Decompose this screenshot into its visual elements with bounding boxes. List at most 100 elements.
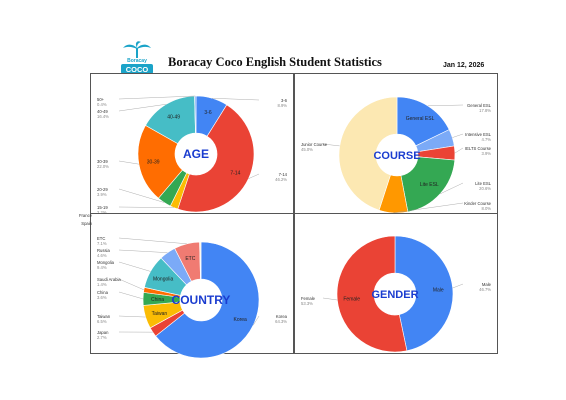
- slice-label-30-39: 30-39: [147, 160, 160, 166]
- course-panel: General ESL Lite ESL COURSE General ESL 17.8…: [294, 73, 498, 214]
- leader-line-saudi-arabia: [118, 278, 144, 291]
- legend-value-ielts-course: 3.9%: [481, 151, 491, 156]
- legend-value-intensive-esl: 4.7%: [481, 137, 491, 142]
- legend-label-spain: Spain: [81, 221, 92, 226]
- leader-line-15-19: [118, 206, 174, 208]
- leader-line-male: [452, 283, 464, 289]
- slice-label-etc: ETC: [185, 256, 195, 262]
- palm-icon: [123, 41, 151, 58]
- legend-value-female: 53.3%: [301, 301, 313, 306]
- legend-label-china: China: [97, 290, 109, 295]
- leader-line-3-6: [211, 98, 260, 101]
- legend-label-general-esl: General ESL: [467, 103, 492, 108]
- legend-value-kinder-course: 8.0%: [481, 206, 491, 211]
- slice-label-general-esl: General ESL: [406, 116, 435, 122]
- legend-value-mongolia: 9.4%: [97, 265, 107, 270]
- legend-value-japan: 2.7%: [97, 335, 107, 340]
- legend-label-40-49: 40-49: [97, 109, 108, 114]
- legend-label-etc: ETC: [97, 236, 105, 241]
- leader-line-ielts-course: [454, 147, 464, 154]
- leader-line-40-49: [118, 104, 167, 112]
- legend-value-lite-esl: 20.6%: [479, 186, 491, 191]
- legend-value-general-esl: 17.8%: [479, 108, 491, 113]
- leader-line-female: [322, 297, 338, 301]
- slice-junior-course: [338, 96, 398, 211]
- legend-label-20-29: 20-29: [97, 187, 108, 192]
- age-chart: 3-67-1430-3940-49AGE3-68.9%7-1446.2%15-1…: [97, 95, 288, 215]
- legend-label-7-14: 7-14: [279, 172, 288, 177]
- legend-value-50: 0.4%: [97, 102, 107, 107]
- leader-line-lite-esl: [439, 182, 464, 195]
- legend-value-male: 46.7%: [479, 287, 491, 292]
- legend-label-kinder-course: Kinder Course: [464, 201, 491, 206]
- legend-label-3-6: 3-6: [281, 98, 288, 103]
- leader-line-mongolia: [118, 261, 151, 272]
- legend-value-junior-course: 45.0%: [301, 147, 313, 152]
- leader-line-junior-course: [322, 143, 340, 147]
- legend-value-taiwan: 6.5%: [97, 319, 107, 324]
- legend-value-15-19: 2.2%: [97, 210, 107, 215]
- legend-value-20-29: 3.9%: [97, 192, 107, 197]
- slice-label-male: Male: [433, 287, 444, 293]
- leader-line-20-29: [118, 188, 165, 203]
- leader-line-general-esl: [427, 104, 464, 107]
- legend-value-30-39: 22.0%: [97, 164, 109, 169]
- logo-badge: [121, 64, 153, 74]
- legend-value-china: 3.6%: [97, 295, 107, 300]
- legend-label-30-39: 30-39: [97, 159, 108, 164]
- legend-label-mongolia: Mongolia: [97, 260, 115, 265]
- leader-line-etc: [118, 237, 187, 244]
- legend-label-korea: Korea: [276, 314, 288, 319]
- legend-label-japan: Japan: [97, 330, 109, 335]
- leader-line-korea: [253, 315, 260, 326]
- legend-value-7-14: 46.2%: [275, 177, 287, 182]
- legend-value-40-49: 16.4%: [97, 114, 109, 119]
- legend-label-taiwan: Taiwan: [97, 314, 111, 319]
- slice-label-7-14: 7-14: [230, 171, 240, 177]
- slice-label-40-49: 40-49: [167, 115, 180, 121]
- slice-30-39: [137, 125, 183, 199]
- chart-title: COUNTRY: [172, 293, 231, 307]
- logo-text-bottom: COCO: [126, 65, 149, 74]
- gender-panel: Male Female GENDER Male 46.7% Female 53.3%: [294, 213, 498, 354]
- age-panel: 3-6 7-14 30-39 40-49 AGE 3-6 8.9% 7-14 46.2% 15-1…: [90, 73, 294, 215]
- chart-title: COURSE: [373, 150, 420, 162]
- legend-label-male: Male: [482, 282, 492, 287]
- legend-value-etc: 7.1%: [97, 241, 107, 246]
- slice-male: [394, 235, 454, 352]
- leader-line-china: [118, 291, 144, 300]
- legend-label-intensive-esl: Intensive ESL: [465, 132, 492, 137]
- legend-label-15-19: 15-19: [97, 205, 108, 210]
- boracay-coco-logo: Boracay COCO: [121, 41, 153, 74]
- leader-line-30-39: [118, 160, 139, 165]
- legend-label-50: 50+: [97, 97, 105, 102]
- legend-value-saudi-arabia: 1.4%: [97, 282, 107, 287]
- leader-line-kinder-course: [393, 202, 464, 214]
- country-chart: KoreaTaiwanChinaMongoliaETCCOUNTRYKorea6…: [79, 213, 288, 359]
- report-date: Jan 12, 2026: [443, 62, 485, 69]
- leader-line-taiwan: [118, 315, 146, 318]
- leader-line-russia: [118, 249, 168, 253]
- slice-label-lite-esl: Lite ESL: [420, 182, 439, 188]
- slice-label-taiwan: Taiwan: [152, 311, 168, 317]
- slice-label-mongolia: Mongolia: [153, 277, 174, 283]
- country-panel: Korea Taiwan China Mongolia ETC COUNTRY Korea 6…: [79, 213, 294, 359]
- legend-value-korea: 64.3%: [275, 319, 287, 324]
- leader-line-7-14: [248, 173, 260, 179]
- legend-value-russia: 4.6%: [97, 253, 107, 258]
- legend-value-3-6: 8.9%: [277, 103, 287, 108]
- slice-female: [336, 235, 408, 353]
- slice-label-female: Female: [343, 297, 360, 303]
- leader-line-intensive-esl: [452, 133, 464, 138]
- chart-title: AGE: [183, 147, 209, 161]
- legend-label-lite-esl: Lite ESL: [475, 181, 492, 186]
- slice-label-china: China: [151, 297, 164, 303]
- page-title: Boracay Coco English Student Statistics: [168, 55, 382, 69]
- legend-label-saudi-arabia: Saudi Arabia: [97, 277, 121, 282]
- legend-label-junior-course: Junior Course: [301, 142, 328, 147]
- legend-label-france: France: [79, 213, 93, 218]
- header: Boracay COCO Boracay Coco English Studen…: [0, 0, 566, 76]
- legend-label-russia: Russia: [97, 248, 110, 253]
